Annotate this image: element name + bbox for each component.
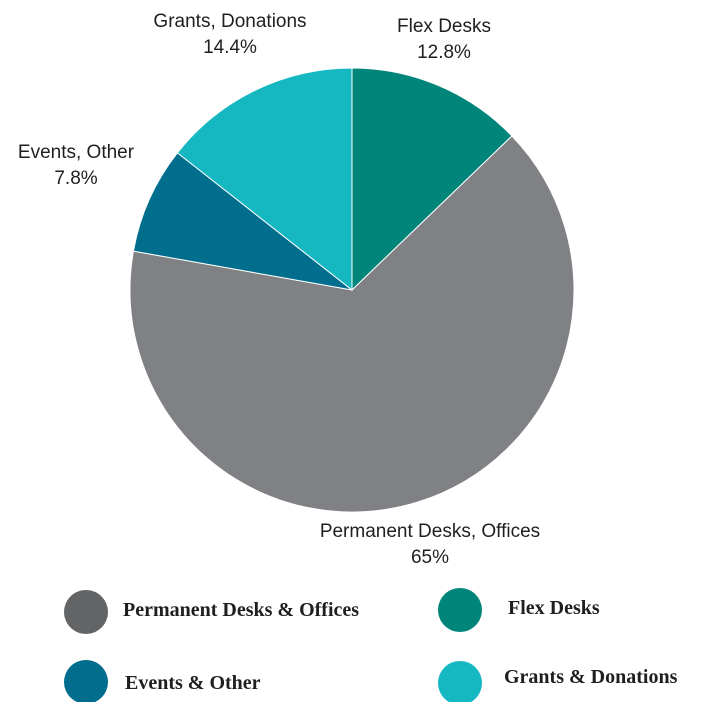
legend-label-permanent: Permanent Desks & Offices bbox=[123, 599, 359, 621]
legend-label-flex: Flex Desks bbox=[508, 597, 600, 619]
legend-swatch-flex bbox=[438, 588, 482, 632]
pie-slice-events bbox=[132, 152, 353, 291]
slice-label-flex: Flex Desks bbox=[397, 16, 491, 37]
slice-label-permanent: Permanent Desks, Offices bbox=[320, 521, 540, 542]
slice-value-grants: 14.4% bbox=[203, 37, 257, 58]
legend-label-events: Events & Other bbox=[125, 672, 261, 694]
legend-swatch-events bbox=[64, 660, 108, 702]
pie-slice-permanent bbox=[129, 135, 575, 513]
pie-slice-grants bbox=[176, 67, 353, 292]
pie-slices bbox=[129, 67, 575, 513]
slice-value-events: 7.8% bbox=[54, 168, 97, 189]
legend-swatch-grants bbox=[438, 661, 482, 702]
pie-slice-flex bbox=[351, 67, 513, 292]
slice-value-flex: 12.8% bbox=[417, 42, 471, 63]
legend-swatch-permanent bbox=[64, 590, 108, 634]
legend-label-grants: Grants & Donations bbox=[504, 666, 678, 688]
slice-labels: Flex Desks 12.8% Permanent Desks, Offices 6… bbox=[18, 11, 540, 568]
legend: Permanent Desks & Offices Flex Desks Event… bbox=[64, 588, 678, 702]
slice-label-grants: Grants, Donations bbox=[153, 11, 306, 32]
slice-value-permanent: 65% bbox=[411, 547, 449, 568]
slice-label-events: Events, Other bbox=[18, 142, 135, 163]
